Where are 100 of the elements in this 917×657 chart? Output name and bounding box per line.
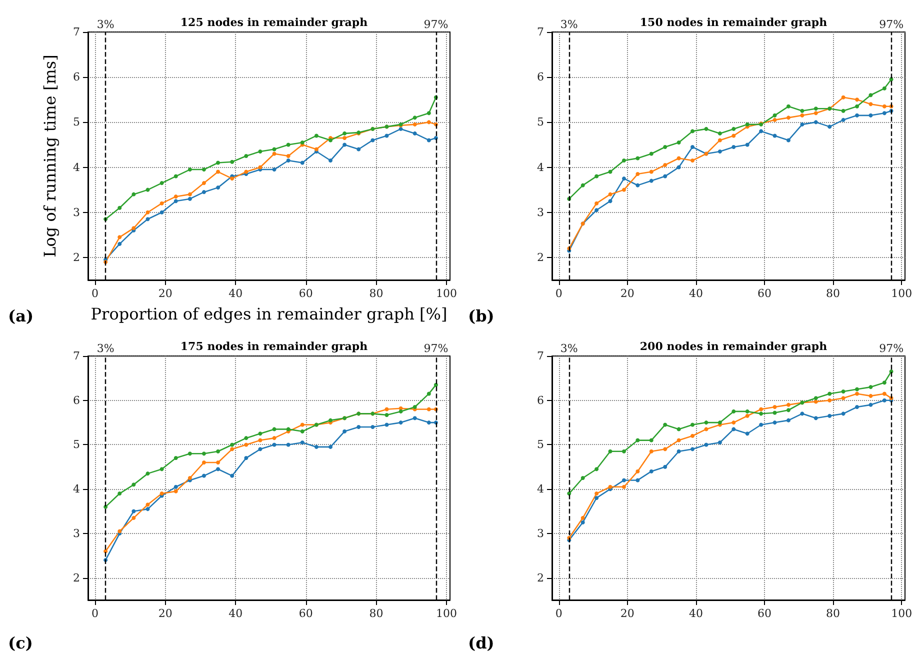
point xyxy=(146,507,150,512)
point xyxy=(594,467,599,472)
point xyxy=(314,134,318,138)
point xyxy=(286,442,290,447)
point xyxy=(132,516,136,520)
point xyxy=(690,129,695,134)
point xyxy=(244,436,248,440)
x-tick-label: 20 xyxy=(158,607,172,620)
point xyxy=(272,427,276,432)
point xyxy=(230,474,234,478)
x-tick-label: 80 xyxy=(826,287,840,300)
chart-title: 175 nodes in remainder graph xyxy=(180,340,368,353)
x-tick-label: 40 xyxy=(688,287,703,300)
point xyxy=(202,181,206,186)
point xyxy=(855,387,860,392)
point xyxy=(412,416,417,420)
point xyxy=(636,438,640,442)
point xyxy=(676,449,681,454)
point xyxy=(398,126,403,131)
point xyxy=(580,516,585,520)
point xyxy=(649,449,654,454)
x-tick-label: 100 xyxy=(436,287,457,300)
ref-line-label: 3% xyxy=(96,18,114,31)
point xyxy=(636,172,640,176)
point xyxy=(230,160,234,164)
point xyxy=(663,422,668,427)
point xyxy=(841,108,846,113)
x-tick-label: 20 xyxy=(620,607,634,620)
text: (a) xyxy=(8,306,34,326)
x-tick-label: 0 xyxy=(555,607,562,620)
point xyxy=(882,398,886,402)
point xyxy=(814,396,818,400)
point xyxy=(594,496,599,500)
point xyxy=(690,422,695,427)
point xyxy=(732,134,736,138)
point xyxy=(868,385,873,390)
y-tick-label: 4 xyxy=(73,160,80,174)
point xyxy=(649,170,654,174)
point xyxy=(146,502,150,507)
y-tick-label: 7 xyxy=(73,26,80,38)
y-tick-label: 5 xyxy=(73,438,80,452)
point xyxy=(202,460,206,464)
point xyxy=(342,142,347,147)
point xyxy=(663,447,668,452)
point xyxy=(800,412,804,416)
point xyxy=(622,484,626,489)
point xyxy=(828,398,832,402)
y-tick-label: 5 xyxy=(537,438,544,452)
point xyxy=(841,412,846,416)
y-tick-label: 3 xyxy=(537,206,544,219)
point xyxy=(370,138,375,142)
point xyxy=(663,163,668,168)
y-tick-label: 2 xyxy=(537,571,544,584)
point xyxy=(622,449,626,454)
point xyxy=(426,407,431,412)
point xyxy=(286,142,290,147)
point xyxy=(868,93,873,98)
point xyxy=(772,420,777,425)
point xyxy=(868,394,873,398)
point xyxy=(690,144,695,149)
point xyxy=(328,138,333,142)
point xyxy=(814,416,818,420)
point xyxy=(786,104,790,108)
y-tick-label: 7 xyxy=(73,350,80,362)
point xyxy=(649,152,654,156)
y-tick-label: 3 xyxy=(537,526,544,540)
point xyxy=(882,380,886,385)
point xyxy=(384,413,389,417)
ref-line-label: 3% xyxy=(560,342,578,355)
point xyxy=(230,442,234,447)
point xyxy=(608,449,612,454)
point xyxy=(622,176,626,181)
point xyxy=(314,444,318,449)
ref-line-label: 3% xyxy=(560,18,578,31)
x-tick-label: 80 xyxy=(369,607,384,620)
point xyxy=(704,126,708,131)
point xyxy=(855,98,860,102)
point xyxy=(732,126,736,131)
point xyxy=(118,492,122,496)
point xyxy=(258,432,262,436)
point xyxy=(636,156,640,160)
point xyxy=(732,409,736,414)
y-tick-label: 4 xyxy=(73,482,80,496)
x-tick-label: 80 xyxy=(369,287,384,300)
point xyxy=(118,235,122,240)
ref-line-label: 97% xyxy=(424,18,448,31)
x-tick-label: 100 xyxy=(436,607,457,620)
y-tick-label: 4 xyxy=(537,482,544,496)
point xyxy=(174,489,178,494)
point xyxy=(146,210,150,214)
point xyxy=(216,170,220,174)
point xyxy=(828,124,832,129)
ref-line-label: 97% xyxy=(879,18,904,31)
x-tick-label: 40 xyxy=(228,287,243,300)
point xyxy=(855,405,860,410)
point xyxy=(188,452,192,456)
point xyxy=(580,476,585,480)
point xyxy=(663,144,668,149)
point xyxy=(258,447,262,452)
y-tick-label: 6 xyxy=(73,70,80,84)
